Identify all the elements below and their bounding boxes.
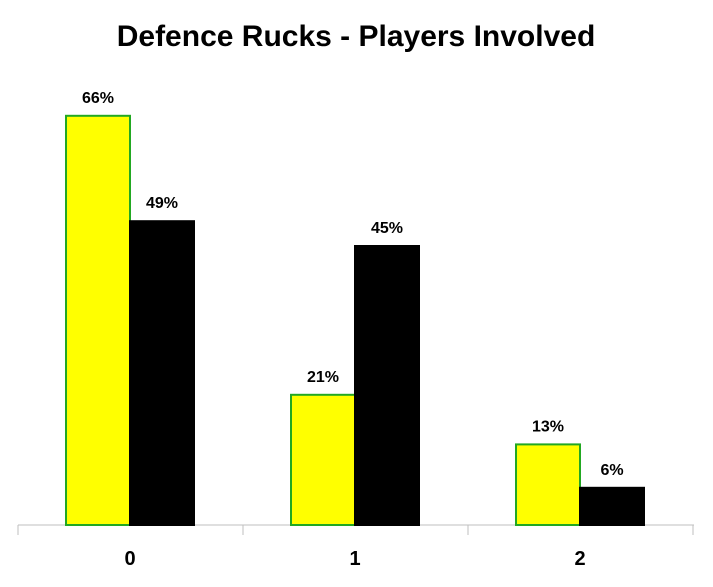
bar-series-1-cat-0 xyxy=(65,114,131,527)
bar-series-2-cat-1 xyxy=(354,245,420,526)
data-label-series-2-cat-0: 49% xyxy=(146,195,178,212)
plot-area: 66% 49% 0 21% 45% 1 13% 6% 2 xyxy=(17,90,694,570)
bar-series-1-cat-2 xyxy=(515,443,581,526)
bar-series-2-cat-2 xyxy=(579,486,645,526)
chart-title: Defence Rucks - Players Involved xyxy=(117,20,596,53)
data-label-series-1-cat-2: 13% xyxy=(532,418,564,435)
data-label-series-2-cat-2: 6% xyxy=(600,462,623,479)
x-tick-label-1: 1 xyxy=(349,548,360,570)
data-label-series-1-cat-1: 21% xyxy=(307,369,339,386)
data-label-series-2-cat-1: 45% xyxy=(371,220,403,237)
x-tick-label-0: 0 xyxy=(124,548,135,570)
bar-series-2-cat-0 xyxy=(129,220,195,526)
bar-series-1-cat-1 xyxy=(290,393,356,526)
data-label-series-1-cat-0: 66% xyxy=(82,90,114,107)
x-tick-label-2: 2 xyxy=(574,548,585,570)
